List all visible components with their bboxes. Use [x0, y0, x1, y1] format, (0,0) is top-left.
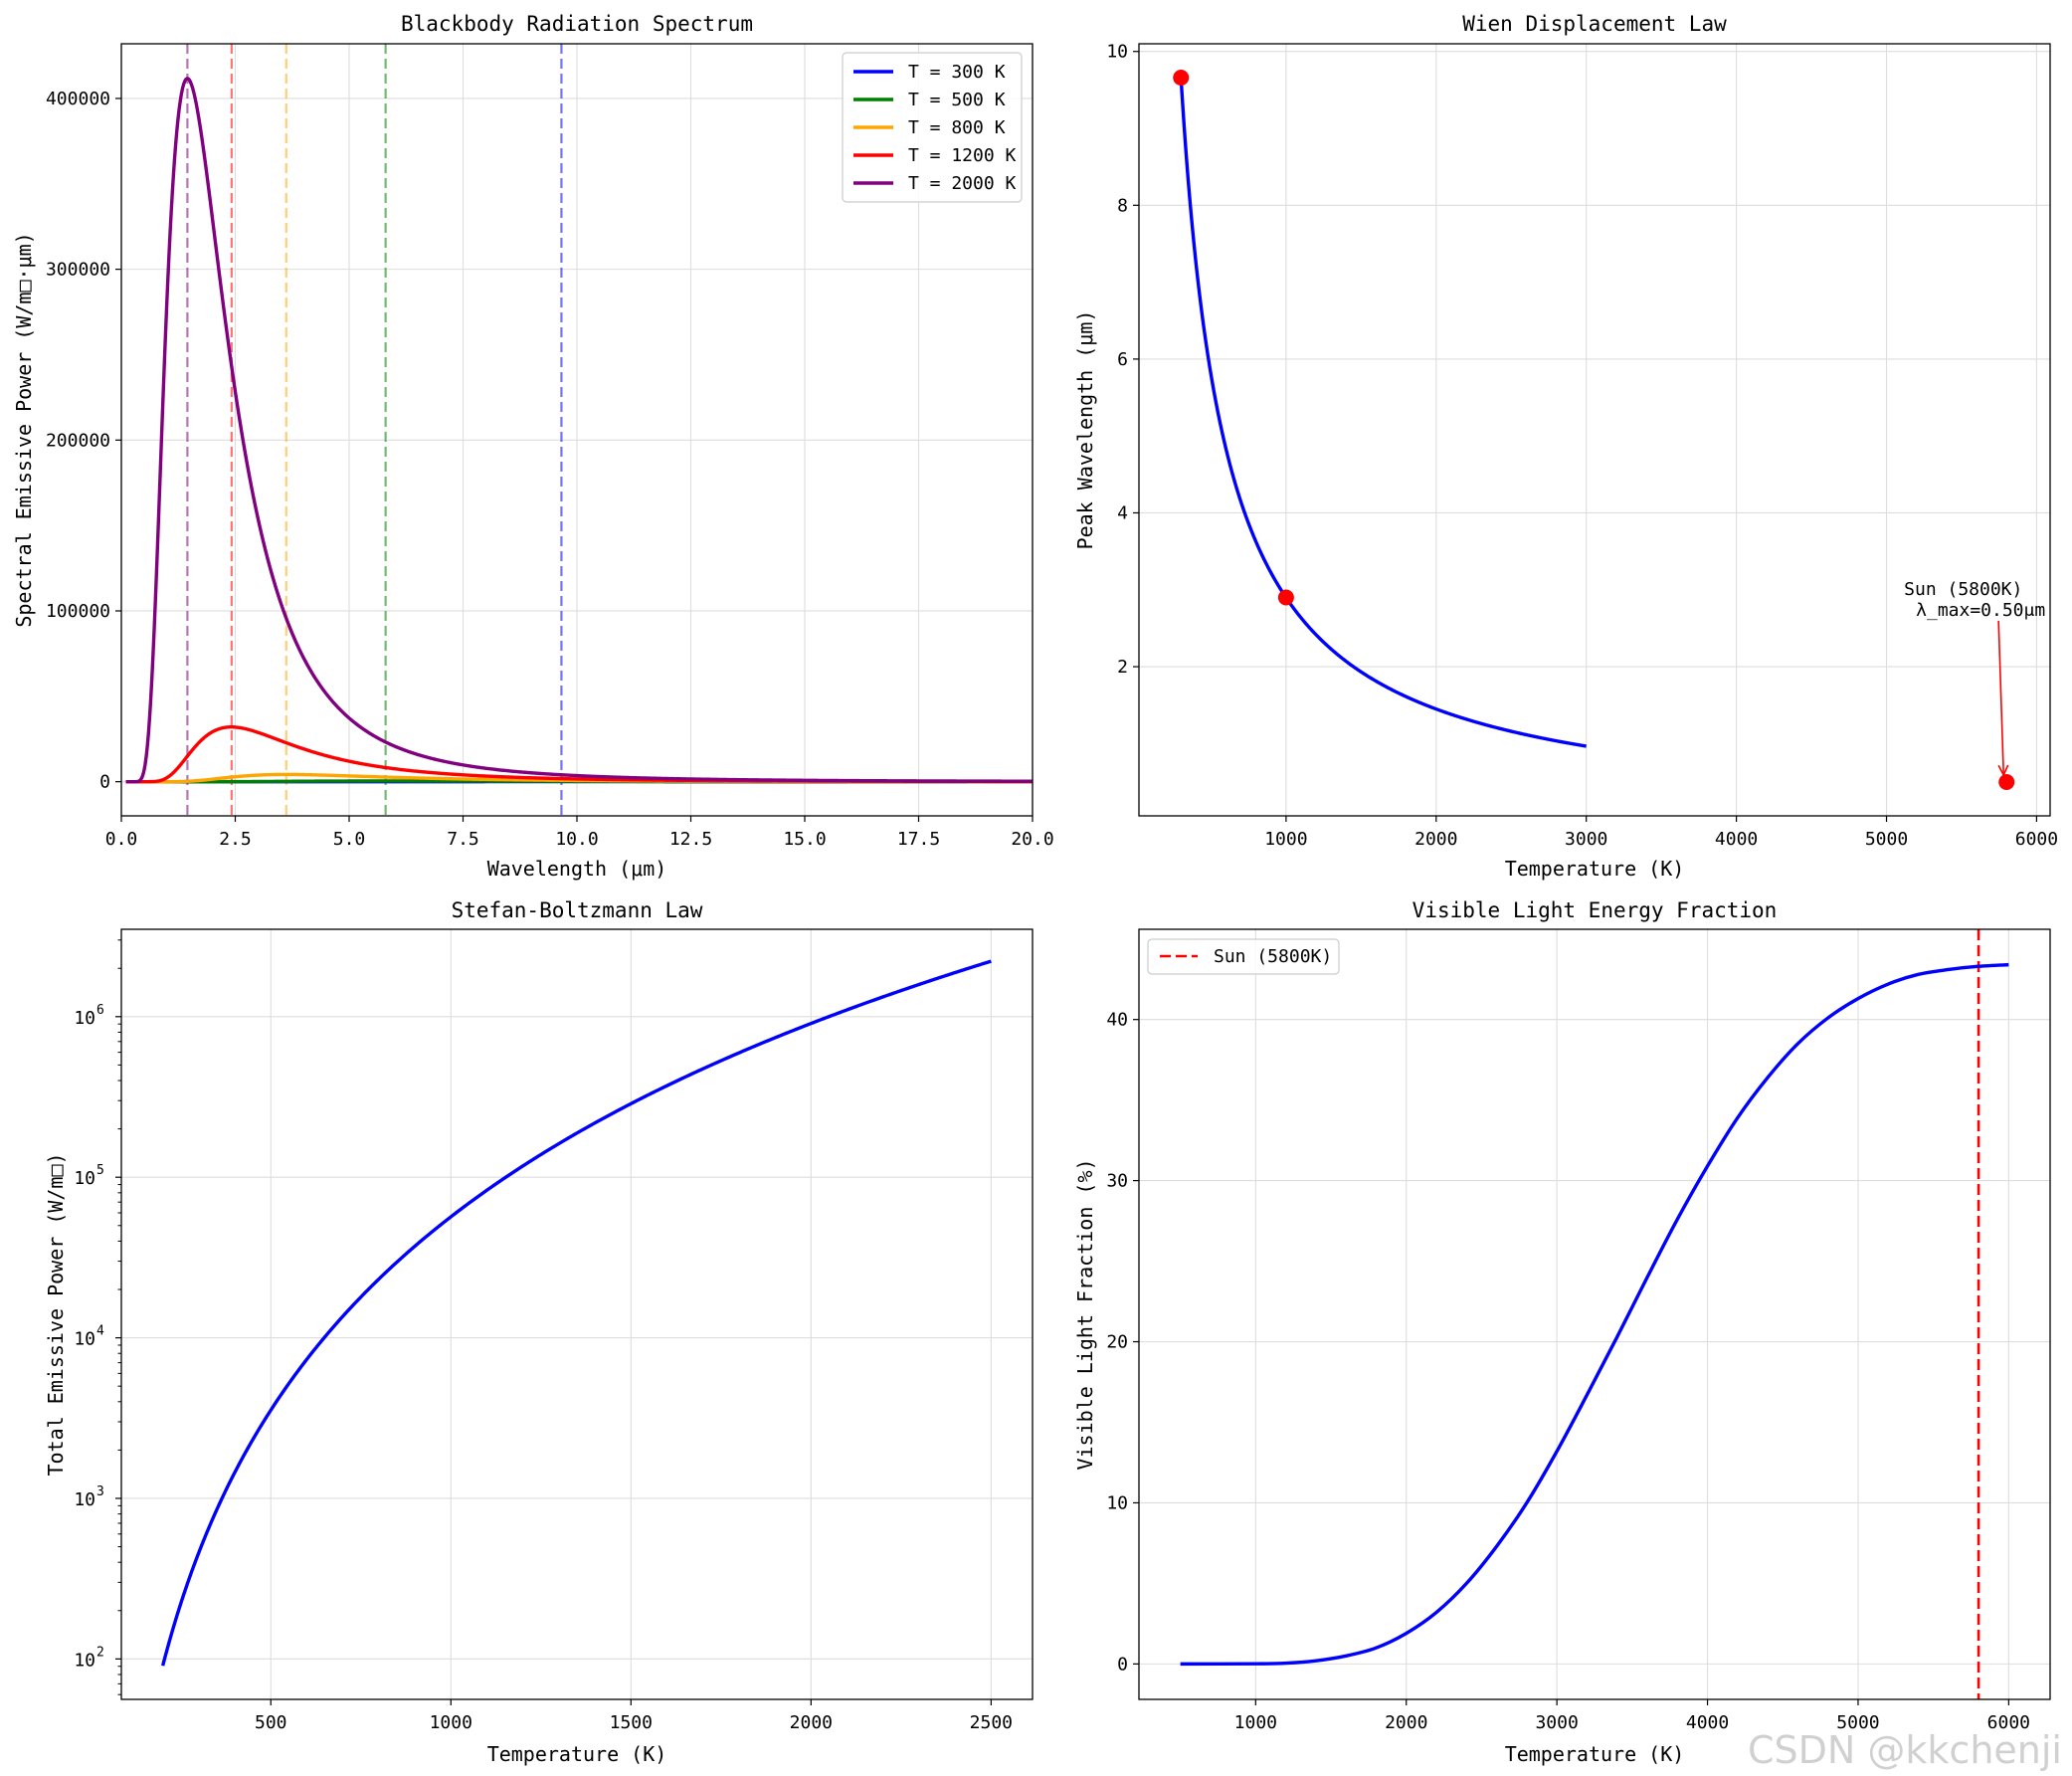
visible-xtick-label: 6000: [1987, 1712, 2030, 1733]
stefan-xtick-label: 2000: [790, 1712, 833, 1733]
visible-legend-box: [1147, 938, 1340, 975]
wien-ytick-label: 4: [1117, 502, 1128, 523]
wien-ylabel: Peak Wavelength (μm): [1073, 310, 1097, 550]
blackbody-ytick-label: 100000: [46, 601, 110, 622]
stefan-ytick-exponent: 5: [96, 1163, 104, 1178]
blackbody-xtick-label: 10.0: [555, 829, 598, 850]
blackbody-xlabel: Wavelength (μm): [487, 857, 667, 881]
blackbody-xtick-label: 20.0: [1011, 829, 1053, 850]
wien-ytick-label: 8: [1117, 195, 1128, 216]
stefan-title: Stefan-Boltzmann Law: [452, 898, 703, 922]
wien-point-0: [1173, 70, 1190, 87]
blackbody-xtick-label: 12.5: [669, 829, 712, 850]
stefan-ytick-label: 10: [74, 1650, 95, 1671]
visible-xtick-label: 1000: [1234, 1712, 1277, 1733]
stefan-xtick-label: 500: [255, 1712, 287, 1733]
wien-curve: [1179, 77, 1587, 748]
wien-xtick-label: 3000: [1565, 829, 1607, 850]
wien-title: Wien Displacement Law: [1462, 12, 1727, 36]
stefan-ytick-label: 10: [74, 1008, 95, 1029]
wien-xtick-label: 5000: [1865, 829, 1908, 850]
wien-point-2: [1998, 773, 2015, 790]
wien-annotation-line2: λ_max=0.50μm: [1916, 600, 2045, 621]
visible-xtick-label: 2000: [1385, 1712, 1427, 1733]
visible-axes-frame: [1138, 928, 2051, 1700]
wien-xtick-label: 1000: [1264, 829, 1307, 850]
stefan-ytick-exponent: 2: [96, 1645, 104, 1660]
wien-annotation-arrow: [1997, 620, 2005, 776]
blackbody-xtick-label: 15.0: [783, 829, 826, 850]
blackbody-ylabel: Spectral Emissive Power (W/m□·μm): [12, 232, 36, 627]
blackbody-xtick-label: 17.5: [897, 829, 940, 850]
stefan-curve: [160, 959, 992, 1667]
visible-ytick-label: 10: [1106, 1492, 1128, 1513]
visible-xtick-label: 4000: [1686, 1712, 1729, 1733]
blackbody-legend-label-300k: T = 300 K: [908, 62, 1006, 83]
visible-ytick-label: 30: [1106, 1171, 1128, 1192]
stefan-panel: Stefan-Boltzmann Law 500 1000 1500 2000 2500…: [44, 898, 1034, 1766]
visible-ylabel: Visible Light Fraction (%): [1073, 1158, 1097, 1470]
visible-xtick-label: 3000: [1535, 1712, 1578, 1733]
watermark: CSDN @kkchenji: [1748, 1728, 2062, 1772]
blackbody-title: Blackbody Radiation Spectrum: [401, 12, 753, 36]
wien-axes-frame: [1138, 43, 2051, 817]
wien-xlabel: Temperature (K): [1505, 857, 1685, 881]
blackbody-legend-box: [842, 52, 1023, 203]
blackbody-ytick-label: 400000: [46, 89, 110, 109]
blackbody-legend-label-2000k: T = 2000 K: [908, 173, 1017, 194]
wien-annotation-arrowhead: [1997, 764, 2009, 777]
stefan-ytick-exponent: 3: [96, 1484, 104, 1499]
visible-ytick-label: 0: [1117, 1654, 1128, 1675]
blackbody-ytick-label: 300000: [46, 260, 110, 281]
wien-ytick-label: 2: [1117, 657, 1128, 678]
visible-legend: Sun (5800K): [1147, 938, 1340, 975]
wien-point-1: [1277, 589, 1294, 606]
stefan-ytick-label: 10: [74, 1489, 95, 1510]
blackbody-xtick-label: 0.0: [105, 829, 138, 850]
visible-panel: Visible Light Energy Fraction 1000 2000 30…: [1073, 898, 2051, 1766]
blackbody-legend-label-1200k: T = 1200 K: [908, 145, 1017, 166]
stefan-xtick-label: 1500: [610, 1712, 653, 1733]
visible-ytick-label: 40: [1106, 1010, 1128, 1031]
blackbody-xtick-label: 2.5: [219, 829, 252, 850]
wien-annotation: Sun (5800K) λ_max=0.50μm: [1904, 579, 2045, 777]
stefan-xlabel: Temperature (K): [487, 1742, 667, 1766]
blackbody-xtick-label: 5.0: [333, 829, 366, 850]
stefan-axes-frame: [120, 928, 1034, 1700]
wien-xtick-label: 4000: [1715, 829, 1758, 850]
stefan-ylabel: Total Emissive Power (W/m□): [44, 1152, 68, 1476]
wien-ytick-label: 6: [1117, 349, 1128, 370]
wien-xtick-label: 6000: [2015, 829, 2058, 850]
wien-ytick-label: 10: [1106, 42, 1128, 63]
stefan-ytick-label: 10: [74, 1329, 95, 1350]
blackbody-legend-label-800k: T = 800 K: [908, 117, 1006, 138]
visible-title: Visible Light Energy Fraction: [1413, 898, 1778, 922]
blackbody-ytick-label: 0: [99, 772, 110, 793]
stefan-ytick-exponent: 6: [96, 1003, 104, 1018]
stefan-xtick-label: 2500: [970, 1712, 1013, 1733]
stefan-xtick-label: 1000: [430, 1712, 472, 1733]
visible-curve: [1180, 962, 2009, 1667]
blackbody-series-2000k: [125, 77, 1034, 784]
blackbody-panel: Blackbody Radiation Spectrum 0.0 2.5 5.0 7.…: [12, 12, 1054, 881]
wien-annotation-line1: Sun (5800K): [1904, 579, 2022, 600]
blackbody-ytick-label: 200000: [46, 430, 110, 451]
blackbody-xtick-label: 7.5: [447, 829, 479, 850]
visible-legend-label: Sun (5800K): [1214, 946, 1332, 967]
blackbody-legend: T = 300 K T = 500 K T = 800 K T = 1200 K T =…: [842, 52, 1023, 203]
wien-xtick-label: 2000: [1414, 829, 1457, 850]
wien-panel: Wien Displacement Law Sun (5800K) λ_max=…: [1073, 12, 2058, 881]
stefan-ytick-exponent: 4: [96, 1324, 104, 1339]
visible-xtick-label: 5000: [1836, 1712, 1879, 1733]
stefan-ytick-label: 10: [74, 1168, 95, 1189]
visible-ytick-label: 20: [1106, 1332, 1128, 1353]
visible-xlabel: Temperature (K): [1505, 1742, 1685, 1766]
blackbody-legend-label-500k: T = 500 K: [908, 90, 1006, 110]
